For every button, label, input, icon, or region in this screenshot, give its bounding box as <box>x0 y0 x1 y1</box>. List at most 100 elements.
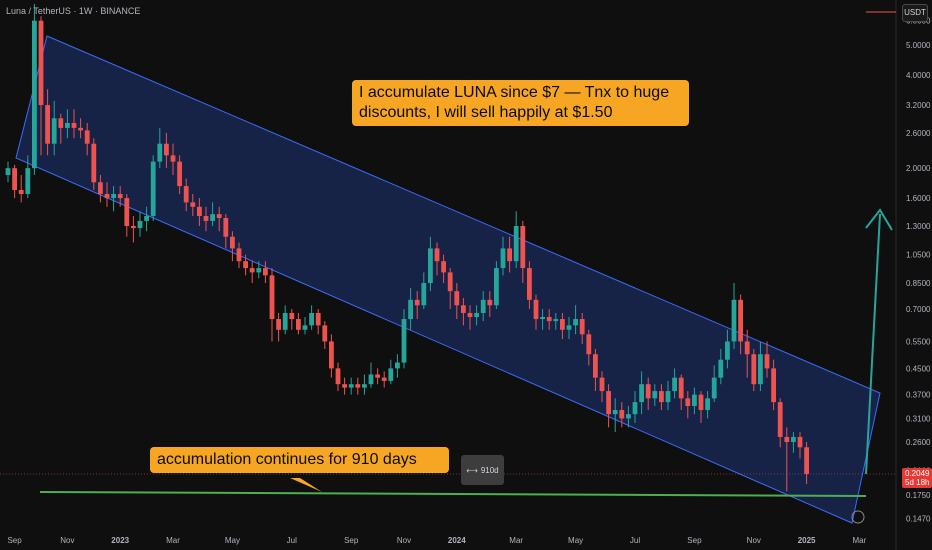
x-tick-label: May <box>568 536 583 545</box>
candle-body <box>45 105 50 144</box>
candle-body <box>329 341 334 369</box>
candle-body <box>381 377 387 381</box>
x-tick-label: Sep <box>344 536 359 545</box>
candle-body <box>395 362 400 369</box>
candle-body <box>276 319 281 330</box>
y-tick-label: 1.6000 <box>906 194 931 203</box>
x-tick-label: Mar <box>509 536 523 545</box>
y-tick-label: 0.4500 <box>906 364 931 373</box>
candle-body <box>223 217 229 237</box>
bars-range-badge[interactable]: ⟷ 910d <box>461 455 504 485</box>
x-tick-label: Nov <box>747 536 761 545</box>
candle-body <box>375 374 380 378</box>
alert-clock-icon <box>851 510 865 524</box>
candle-body <box>256 268 262 273</box>
candle-body <box>665 391 671 403</box>
candle-body <box>494 268 499 306</box>
note-pointer <box>290 478 322 492</box>
y-tick-label: 3.2000 <box>906 101 931 110</box>
candle-body <box>461 305 466 313</box>
candle-body <box>131 225 136 229</box>
candle-body <box>725 341 730 360</box>
candle-body <box>804 447 809 474</box>
candle-body <box>619 410 625 419</box>
candle-body <box>25 168 31 194</box>
y-tick-label: 2.0000 <box>906 164 931 173</box>
candle-body <box>777 402 783 437</box>
currency-badge[interactable]: USDT <box>902 4 928 22</box>
candle-body <box>573 319 578 326</box>
candle-body <box>104 193 110 199</box>
candle-body <box>586 334 592 355</box>
candle-body <box>58 118 64 128</box>
y-tick-label: 0.3100 <box>906 414 931 423</box>
candle-body <box>408 299 413 320</box>
y-tick-label: 0.8500 <box>906 279 931 288</box>
candle-body <box>579 319 585 335</box>
x-tick-label: May <box>225 536 240 545</box>
candle-body <box>474 312 479 317</box>
annotation-bottom-note[interactable]: accumulation continues for 910 days <box>150 447 449 473</box>
candle-body <box>309 312 314 326</box>
x-tick-label: 2025 <box>798 536 816 545</box>
candle-body <box>414 299 420 306</box>
candle-body <box>731 299 737 342</box>
candle-body <box>388 368 394 381</box>
range-icon: ⟷ <box>466 465 478 475</box>
candle-body <box>243 261 248 269</box>
candle-body <box>368 374 374 385</box>
candle-body <box>137 220 143 229</box>
y-tick-label: 0.2600 <box>906 438 931 447</box>
candle-body <box>540 316 545 320</box>
candle-body <box>84 130 90 144</box>
x-tick-label: Jul <box>630 536 640 545</box>
candle-body <box>428 248 433 284</box>
bars-range-label: 910d <box>480 465 499 475</box>
candle-body <box>718 359 724 378</box>
candle-body <box>117 193 123 199</box>
candle-body <box>230 236 235 249</box>
y-tick-label: 0.1750 <box>906 491 931 500</box>
candle-body <box>296 319 301 330</box>
candle-body <box>692 394 697 407</box>
target-arrow-line <box>865 213 881 475</box>
candle-body <box>157 143 163 162</box>
candle-body <box>342 384 347 388</box>
candle-body <box>771 368 776 403</box>
x-tick-label: Jul <box>287 536 297 545</box>
candle-body <box>190 202 196 207</box>
candle-body <box>302 325 308 330</box>
target-arrowhead <box>865 208 893 231</box>
annotation-top-note[interactable]: I accumulate LUNA since $7 — Tnx to huge… <box>352 80 689 126</box>
candle-body <box>744 341 750 355</box>
candle-body <box>216 214 222 218</box>
candle-body <box>527 268 532 300</box>
candle-body <box>685 398 691 407</box>
candle-body <box>98 182 103 194</box>
candle-body <box>447 272 453 292</box>
candle-body <box>612 410 618 415</box>
y-tick-label: 1.0500 <box>906 251 931 260</box>
candle-body <box>78 127 83 131</box>
candle-body <box>738 299 743 342</box>
candle-body <box>711 377 717 399</box>
candle-body <box>599 377 605 392</box>
x-tick-label: Sep <box>687 536 702 545</box>
y-tick-label: 0.3700 <box>906 391 931 400</box>
candle-body <box>632 402 638 415</box>
candle-body <box>362 384 367 388</box>
last-price-countdown: 5d 18h <box>905 478 930 487</box>
candle-body <box>355 384 361 388</box>
candle-body <box>401 319 407 363</box>
candle-body <box>348 384 354 388</box>
candle-body <box>249 268 255 273</box>
candle-body <box>111 193 116 199</box>
y-tick-label: 0.7000 <box>906 305 931 314</box>
candle-body <box>652 391 658 399</box>
candle-body <box>5 168 11 176</box>
support-line <box>39 491 867 497</box>
candle-body <box>65 122 70 128</box>
candle-body <box>791 436 796 443</box>
